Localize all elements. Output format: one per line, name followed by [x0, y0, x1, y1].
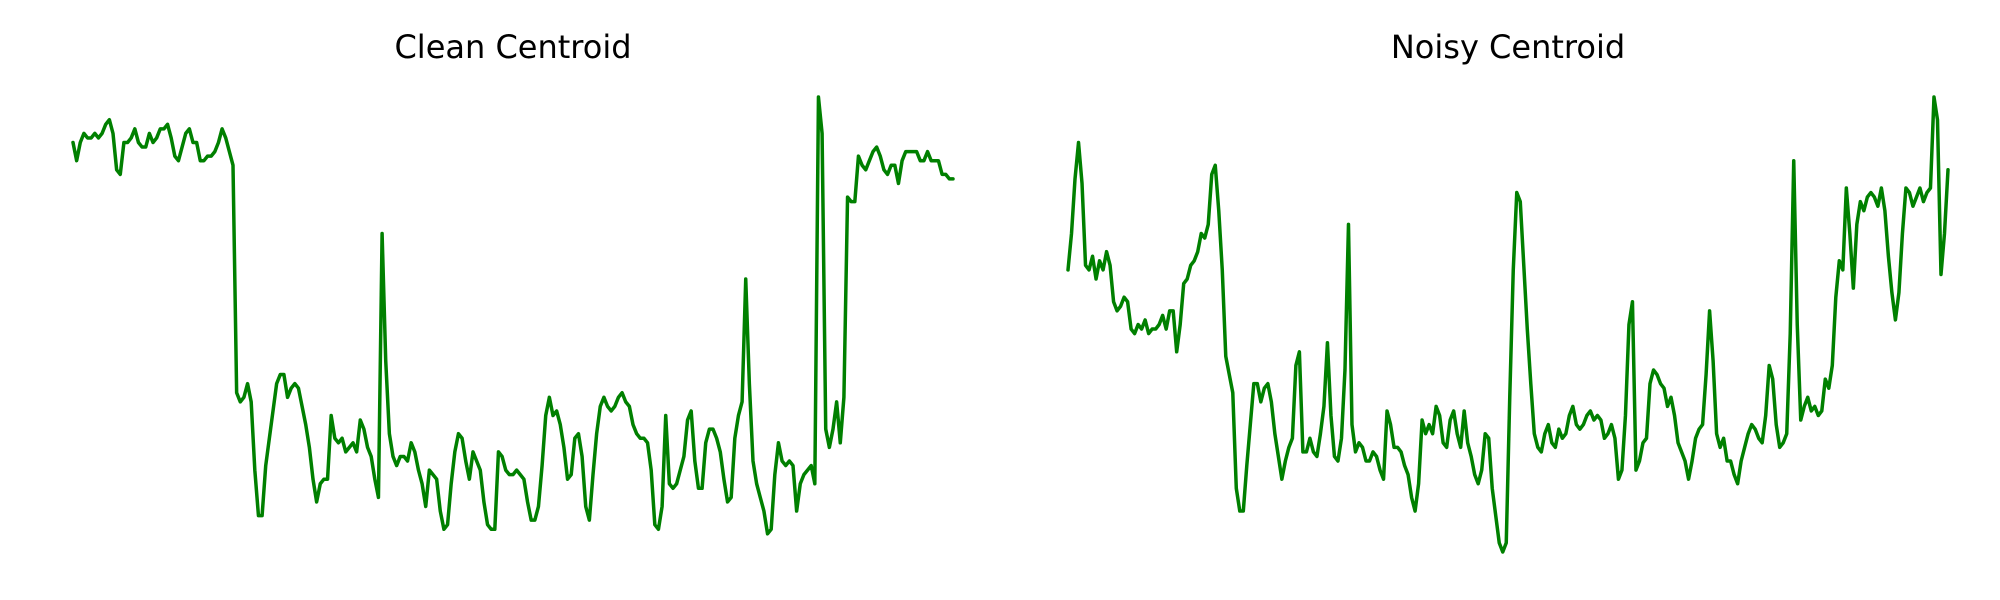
chart-noisy-centroid: Noisy Centroid — [1066, 28, 1950, 554]
chart-clean-centroid: Clean Centroid — [71, 28, 955, 536]
chart-title-noisy: Noisy Centroid — [1391, 28, 1625, 66]
chart-title-clean: Clean Centroid — [394, 28, 631, 66]
series-line-noisy — [1066, 95, 1950, 554]
series-line-clean — [71, 95, 955, 536]
